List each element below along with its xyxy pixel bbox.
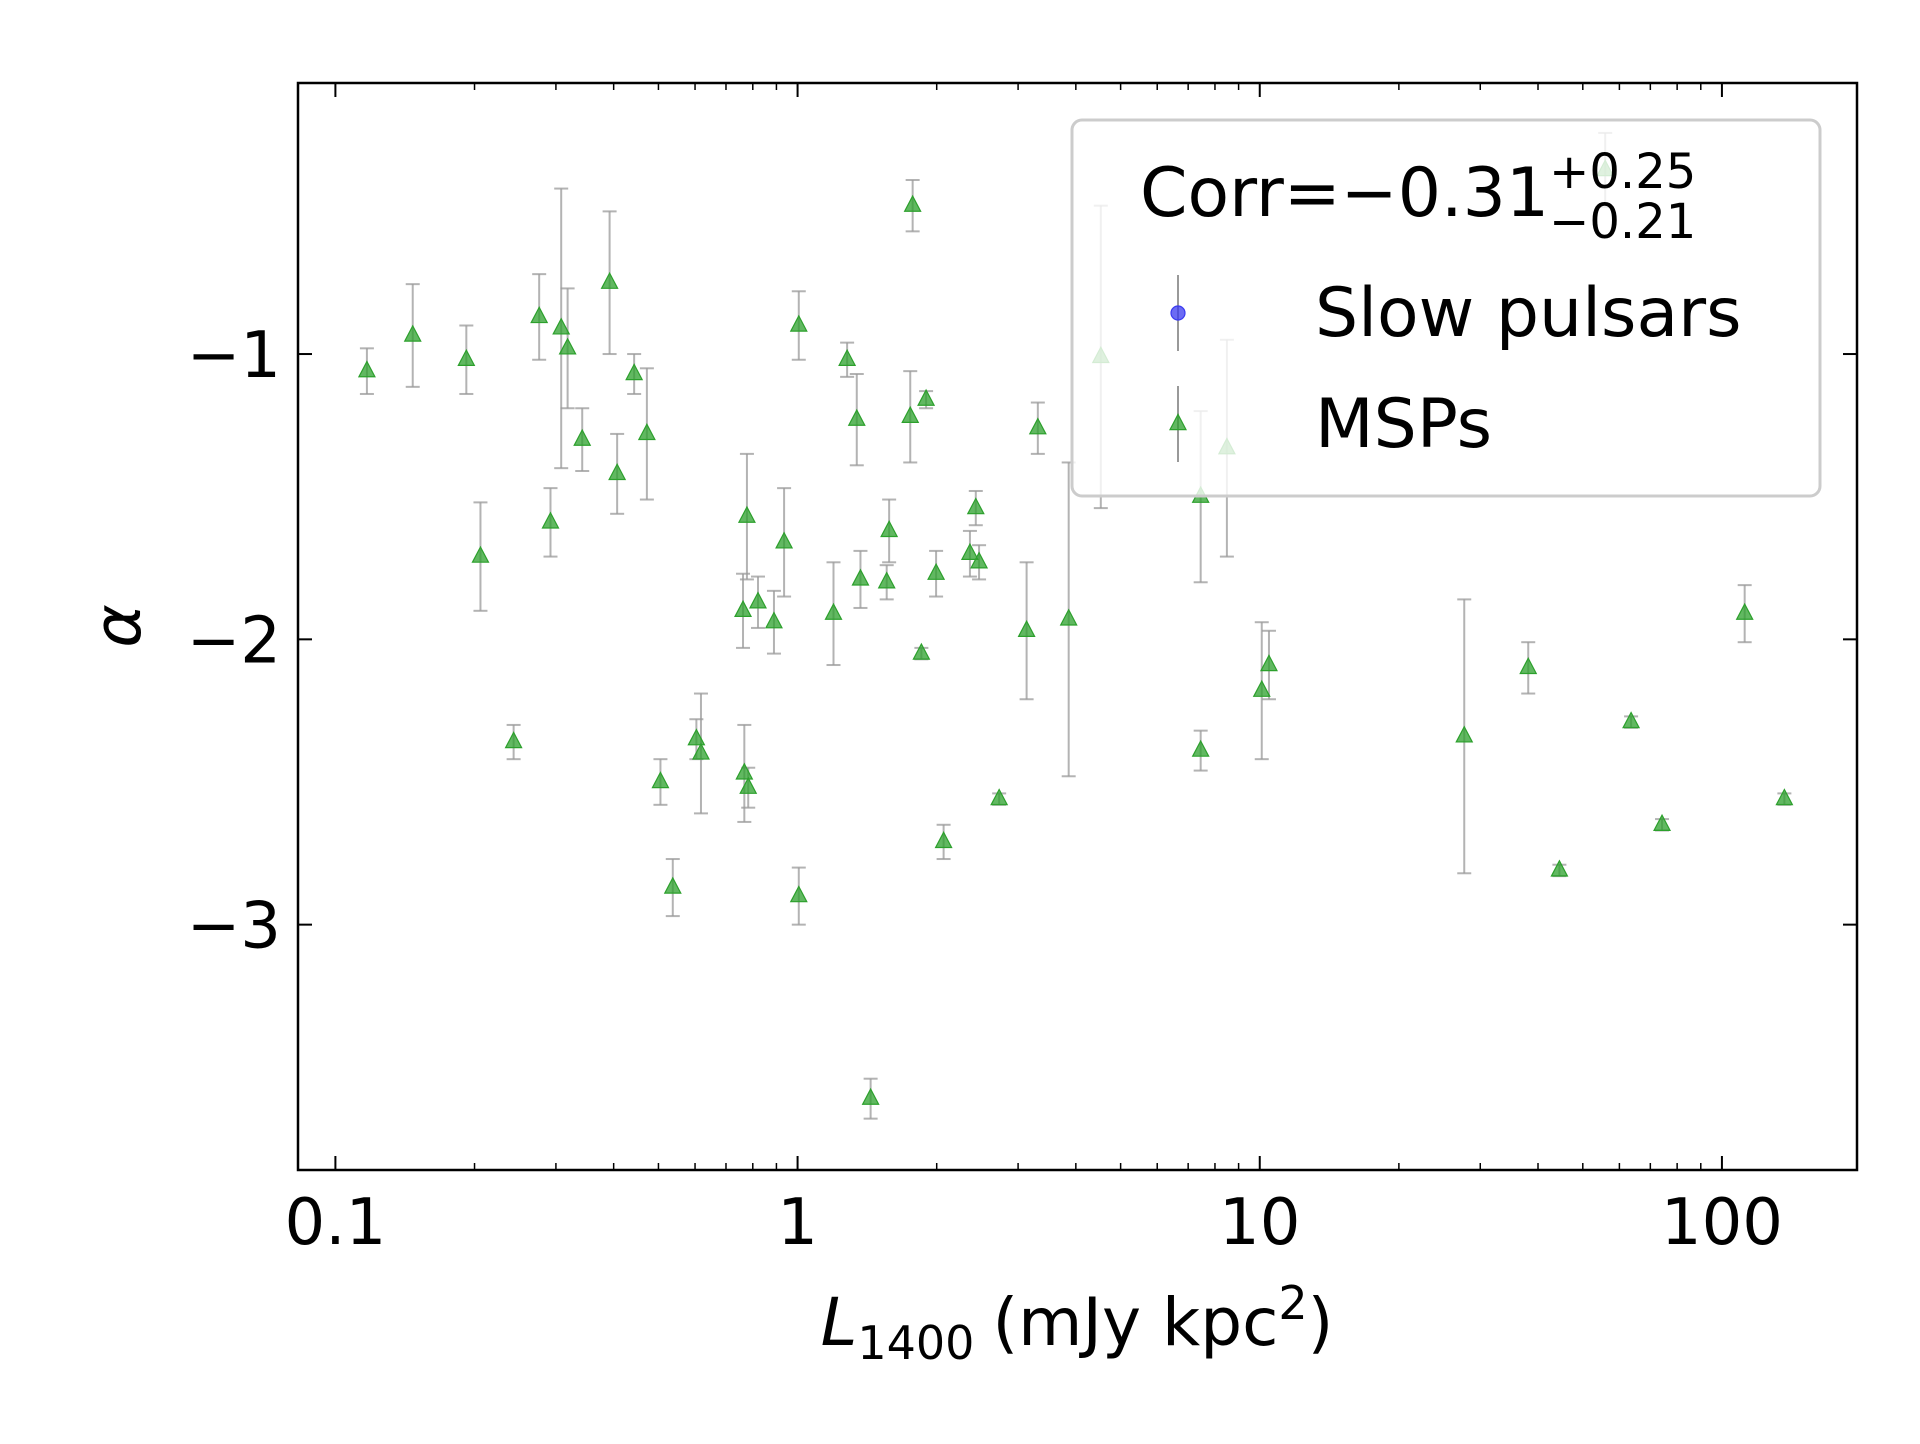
data-point: [901, 405, 920, 424]
data-point: [970, 551, 989, 569]
legend-title-text: Corr=−0.31: [1140, 154, 1549, 233]
x-tick-label: 0.1: [285, 1186, 387, 1260]
y-tick-label: −1: [187, 319, 281, 393]
data-point: [748, 591, 767, 609]
data-point: [990, 788, 1009, 806]
data-point: [1550, 859, 1569, 877]
data-point: [552, 317, 571, 335]
data-point: [573, 428, 592, 446]
data-point: [1191, 739, 1210, 757]
data-point: [687, 728, 706, 746]
legend-marker: [1169, 413, 1187, 431]
legend-label: MSPs: [1315, 385, 1492, 464]
y-tick-label: −2: [187, 604, 281, 678]
data-point: [789, 885, 808, 903]
data-point: [1252, 679, 1271, 697]
data-point: [1059, 608, 1078, 626]
data-point: [735, 762, 754, 780]
data-point: [357, 360, 376, 378]
data-point: [1259, 654, 1278, 672]
data-point: [847, 408, 866, 426]
data-point: [651, 771, 670, 789]
legend-marker: [1170, 305, 1186, 321]
data-point: [1622, 711, 1641, 729]
data-point: [912, 642, 931, 660]
legend-label: Slow pulsars: [1315, 274, 1742, 353]
legend-box: [1070, 118, 1822, 498]
x-tick-label: 10: [1219, 1186, 1300, 1260]
data-point: [471, 545, 490, 563]
data-point: [608, 462, 627, 481]
data-point: [877, 571, 896, 589]
x-tick-label: 1: [777, 1186, 818, 1260]
data-point: [966, 497, 985, 515]
data-point: [691, 742, 710, 760]
data-point: [457, 348, 476, 366]
data-point: [903, 194, 922, 212]
data-point: [739, 776, 758, 794]
data-point: [1028, 417, 1047, 435]
data-point: [1775, 788, 1794, 806]
data-point: [403, 324, 422, 342]
data-point: [824, 602, 843, 620]
x-axis-label: L1400 (mJy kpc2): [821, 1276, 1334, 1370]
data-point: [541, 511, 560, 529]
data-point: [960, 542, 979, 560]
x-label-subscript: 1400: [857, 1316, 974, 1370]
x-label-unit: (mJy kpc: [992, 1284, 1278, 1361]
data-point: [927, 562, 946, 580]
data-point: [851, 568, 870, 586]
y-tick-label: −3: [187, 890, 281, 964]
data-point: [880, 520, 899, 538]
data-point: [625, 363, 644, 381]
x-label-close: ): [1308, 1284, 1334, 1361]
data-point: [764, 611, 783, 629]
plot-frame: [296, 81, 1859, 1172]
y-axis-label: α: [79, 604, 156, 648]
data-point: [1017, 619, 1036, 637]
x-label-power: 2: [1278, 1276, 1307, 1330]
data-point: [600, 271, 619, 289]
data-point: [789, 314, 808, 332]
data-point: [917, 388, 936, 406]
data-point: [558, 337, 577, 355]
data-point: [1519, 656, 1538, 675]
data-point: [934, 831, 953, 849]
x-tick-label: 100: [1661, 1186, 1783, 1260]
legend-title-lower: −0.21: [1549, 194, 1696, 250]
data-point: [663, 876, 682, 894]
data-point: [504, 731, 523, 749]
data-point: [1455, 725, 1474, 743]
data-point: [775, 531, 794, 549]
data-point: [861, 1087, 880, 1105]
data-point: [637, 423, 656, 441]
data-point: [737, 505, 756, 523]
data-point: [734, 599, 753, 618]
data-point: [1735, 602, 1754, 620]
legend-title: Corr=−0.31+0.25: [1140, 144, 1696, 233]
data-point: [1653, 813, 1672, 831]
x-label-symbol: L: [821, 1284, 858, 1361]
data-point: [530, 306, 549, 324]
data-point: [838, 348, 857, 366]
legend-title-upper: +0.25: [1549, 144, 1696, 200]
